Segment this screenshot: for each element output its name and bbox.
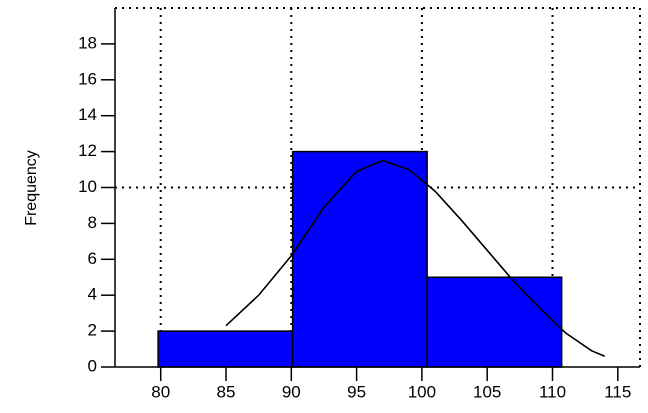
x-tick-label: 80: [151, 382, 170, 401]
y-axis-label: Frequency: [23, 150, 40, 226]
x-tick-label: 90: [282, 382, 301, 401]
y-tick-label: 18: [78, 33, 97, 52]
x-tick-label: 100: [408, 382, 436, 401]
y-tick-label: 2: [88, 321, 97, 340]
y-tick-label: 0: [88, 356, 97, 375]
x-tick-label: 95: [347, 382, 366, 401]
bar: [426, 276, 563, 368]
normal-curve: [225, 159, 606, 357]
y-tick-label: 6: [88, 249, 97, 268]
x-tick-label: 115: [604, 382, 631, 401]
y-tick-label: 14: [78, 105, 97, 124]
y-tick-label: 16: [78, 69, 97, 88]
x-tick-label: 110: [539, 382, 566, 401]
bar: [157, 330, 294, 368]
y-tick-label: 8: [88, 213, 97, 232]
x-tick-label: 85: [217, 382, 236, 401]
x-tick-label: 105: [473, 382, 501, 401]
y-tick-label: 12: [78, 141, 97, 160]
y-tick-label: 10: [78, 177, 97, 196]
y-tick-label: 4: [88, 285, 97, 304]
bar: [291, 150, 428, 368]
